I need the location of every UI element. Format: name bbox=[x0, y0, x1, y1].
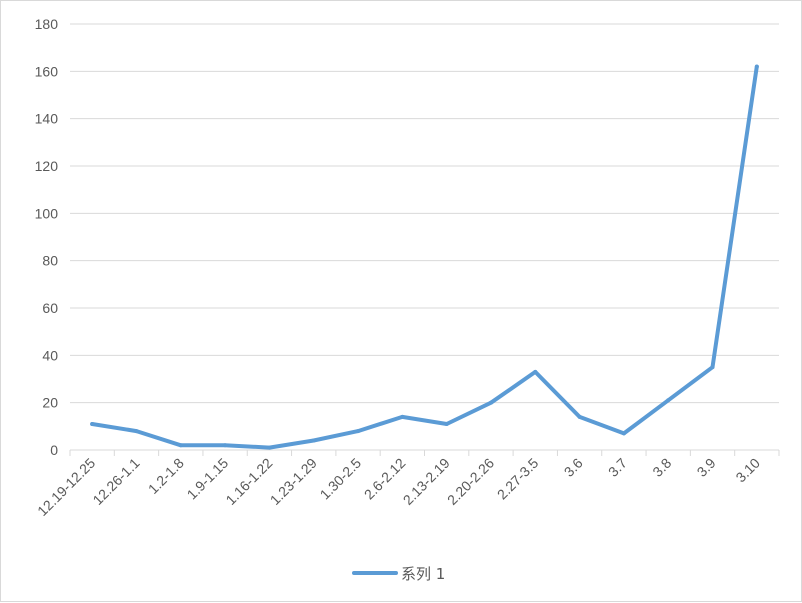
y-tick-label: 60 bbox=[42, 300, 58, 316]
series-group bbox=[90, 64, 759, 450]
data-point bbox=[577, 414, 582, 419]
data-point bbox=[356, 429, 361, 434]
data-point bbox=[90, 421, 95, 426]
y-tick-label: 40 bbox=[42, 347, 58, 363]
data-point bbox=[621, 431, 626, 436]
y-tick-label: 20 bbox=[42, 395, 58, 411]
data-point bbox=[444, 421, 449, 426]
x-tick-label: 2.20-2.26 bbox=[444, 455, 497, 508]
data-point bbox=[710, 365, 715, 370]
x-tick-label: 1.16-1.22 bbox=[222, 455, 275, 508]
x-tick-label: 12.26-1.1 bbox=[89, 455, 142, 508]
x-tick-label: 2.13-2.19 bbox=[400, 455, 453, 508]
data-point bbox=[488, 400, 493, 405]
data-point bbox=[223, 443, 228, 448]
x-tick-label: 3.9 bbox=[694, 455, 719, 480]
x-tick-label: 3.6 bbox=[561, 455, 586, 480]
data-point bbox=[666, 398, 671, 403]
legend: 系列 1 bbox=[352, 565, 445, 583]
x-tick-label: 3.7 bbox=[605, 455, 630, 480]
y-tick-label: 0 bbox=[50, 442, 58, 458]
data-point bbox=[134, 429, 139, 434]
y-tick-label: 180 bbox=[35, 16, 59, 32]
data-point bbox=[400, 414, 405, 419]
data-point bbox=[533, 369, 538, 374]
x-tick-label: 3.10 bbox=[732, 455, 763, 486]
y-tick-label: 160 bbox=[35, 63, 59, 79]
data-point bbox=[311, 438, 316, 443]
data-point bbox=[178, 443, 183, 448]
series-line bbox=[90, 64, 759, 450]
x-tick-label: 2.27-3.5 bbox=[494, 455, 542, 503]
data-point bbox=[754, 64, 759, 69]
y-axis-ticks: 0 20 40 60 80 100 120 140 160 180 bbox=[35, 16, 59, 458]
y-tick-label: 140 bbox=[35, 111, 59, 127]
x-tick-label: 12.19-12.25 bbox=[34, 455, 98, 519]
x-tick-label: 3.8 bbox=[649, 455, 674, 480]
y-tick-label: 120 bbox=[35, 158, 59, 174]
x-tick-label: 1.2-1.8 bbox=[145, 455, 187, 497]
data-point bbox=[267, 445, 272, 450]
y-tick-label: 100 bbox=[35, 205, 59, 221]
x-tick-label: 1.23-1.29 bbox=[267, 455, 320, 508]
legend-label: 系列 1 bbox=[401, 565, 445, 583]
gridlines bbox=[70, 23, 779, 404]
y-tick-label: 80 bbox=[42, 253, 58, 269]
x-tick-label: 1.30-2.5 bbox=[317, 455, 365, 503]
